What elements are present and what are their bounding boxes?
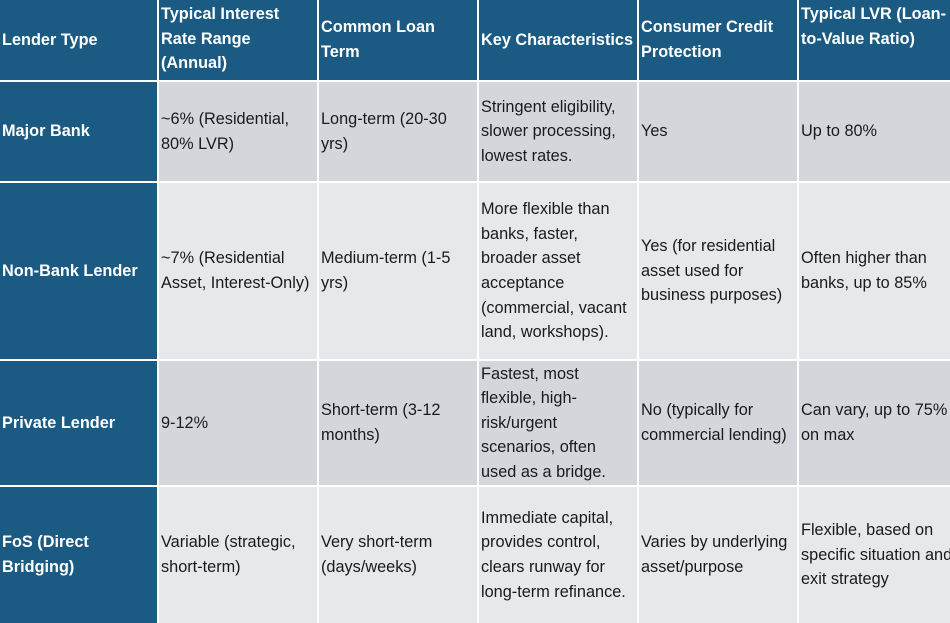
row-major-bank-lender-type: Major Bank xyxy=(0,82,157,181)
row-fos-lender-type: FoS (Direct Bridging) xyxy=(0,487,157,623)
header-consumer-credit-protection-text: Consumer Credit Protection xyxy=(641,18,774,61)
row-major-bank-rate: ~6% (Residential, 80% LVR) xyxy=(159,82,317,181)
cell-text: ~6% (Residential, 80% LVR) xyxy=(161,109,290,153)
cell-text: Stringent eligibility, slower processing… xyxy=(481,97,616,165)
cell-text: 9-12% xyxy=(161,413,209,432)
row-non-bank-term: Medium-term (1-5 yrs) xyxy=(319,183,477,359)
row-private-term: Short-term (3-12 months) xyxy=(319,361,477,485)
row-major-bank-characteristics: Stringent eligibility, slower processing… xyxy=(479,82,637,181)
header-interest-rate: Typical Interest Rate Range (Annual) xyxy=(159,0,317,80)
row-private-characteristics: Fastest, most flexible, high-risk/urgent… xyxy=(479,361,637,485)
row-private-lender-type: Private Lender xyxy=(0,361,157,485)
cell-text: Yes (for residential asset used for busi… xyxy=(641,237,783,305)
header-key-characteristics: Key Characteristics xyxy=(479,0,637,80)
cell-text: Fastest, most flexible, high-risk/urgent… xyxy=(481,364,606,481)
cell-text: Medium-term (1-5 yrs) xyxy=(321,249,451,292)
row-fos-rate: Variable (strategic, short-term) xyxy=(159,487,317,623)
cell-text: Private Lender xyxy=(2,413,116,432)
cell-text: Often higher than banks, up to 85% xyxy=(801,249,927,292)
cell-text: Short-term (3-12 months) xyxy=(321,401,441,444)
cell-text: ~7% (Residential Asset, Interest-Only) xyxy=(161,249,310,292)
cell-text: Major Bank xyxy=(2,122,90,141)
header-lender-type: Lender Type xyxy=(0,0,157,80)
row-non-bank-lvr: Often higher than banks, up to 85% xyxy=(799,183,950,359)
cell-text: FoS (Direct Bridging) xyxy=(2,533,89,576)
header-consumer-credit-protection: Consumer Credit Protection xyxy=(639,0,797,80)
row-fos-term: Very short-term (days/weeks) xyxy=(319,487,477,623)
header-typical-lvr: Typical LVR (Loan-to-Value Ratio) xyxy=(799,0,950,80)
row-private-rate: 9-12% xyxy=(159,361,317,485)
cell-text: Varies by underlying asset/purpose xyxy=(641,533,788,576)
cell-text: Immediate capital, provides control, cle… xyxy=(481,508,626,601)
cell-text: Flexible, based on specific situation an… xyxy=(801,521,950,589)
row-non-bank-lender-type: Non-Bank Lender xyxy=(0,183,157,359)
header-loan-term-text: Common Loan Term xyxy=(321,18,435,61)
row-non-bank-characteristics: More flexible than banks, faster, broade… xyxy=(479,183,637,359)
row-fos-protection: Varies by underlying asset/purpose xyxy=(639,487,797,623)
row-non-bank-protection: Yes (for residential asset used for busi… xyxy=(639,183,797,359)
cell-text: Non-Bank Lender xyxy=(2,261,138,280)
cell-text: No (typically for commercial lending) xyxy=(641,401,787,444)
row-private-protection: No (typically for commercial lending) xyxy=(639,361,797,485)
cell-text: Can vary, up to 75% on max xyxy=(801,401,948,444)
header-interest-rate-text: Typical Interest Rate Range (Annual) xyxy=(161,5,280,73)
row-private-lvr: Can vary, up to 75% on max xyxy=(799,361,950,485)
header-loan-term: Common Loan Term xyxy=(319,0,477,80)
header-lender-type-text: Lender Type xyxy=(2,30,98,49)
cell-text: Up to 80% xyxy=(801,122,878,141)
header-typical-lvr-text: Typical LVR (Loan-to-Value Ratio) xyxy=(801,5,947,48)
cell-text: Very short-term (days/weeks) xyxy=(321,533,433,576)
cell-text: Yes xyxy=(641,122,668,141)
row-non-bank-rate: ~7% (Residential Asset, Interest-Only) xyxy=(159,183,317,359)
cell-text: Variable (strategic, short-term) xyxy=(161,533,296,576)
cell-text: More flexible than banks, faster, broade… xyxy=(481,200,627,342)
cell-text: Long-term (20-30 yrs) xyxy=(321,109,447,153)
row-major-bank-lvr: Up to 80% xyxy=(799,82,950,181)
row-major-bank-protection: Yes xyxy=(639,82,797,181)
row-major-bank-term: Long-term (20-30 yrs) xyxy=(319,82,477,181)
row-fos-lvr: Flexible, based on specific situation an… xyxy=(799,487,950,623)
header-key-characteristics-text: Key Characteristics xyxy=(481,30,634,49)
row-fos-characteristics: Immediate capital, provides control, cle… xyxy=(479,487,637,623)
